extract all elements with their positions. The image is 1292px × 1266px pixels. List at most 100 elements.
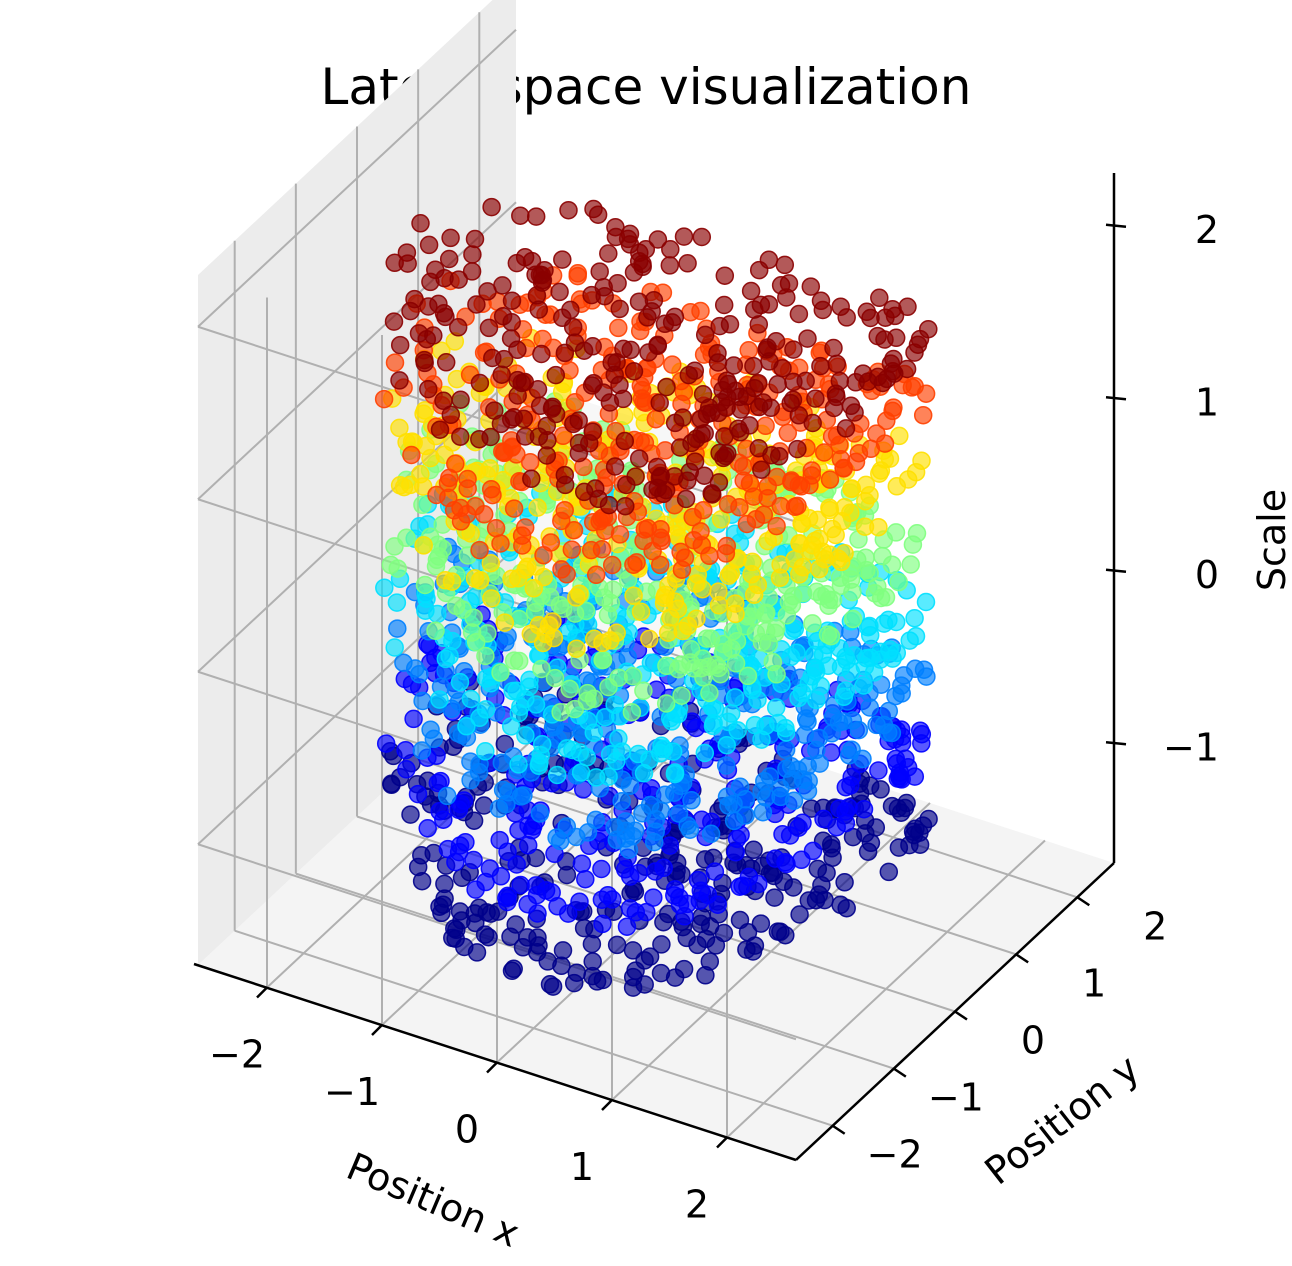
scatter-point-1712 — [792, 514, 812, 533]
z-tick-2 — [1105, 396, 1127, 401]
scatter-point-496 — [518, 836, 538, 855]
y-tick-4 — [1076, 896, 1091, 907]
scatter-point-788 — [894, 666, 914, 685]
scatter-point-839 — [655, 785, 675, 805]
scatter-point-1784 — [829, 549, 848, 569]
scatter-point-276 — [688, 935, 707, 955]
z-tick-label-0: −1 — [1163, 725, 1219, 769]
scatter-point-2358 — [605, 457, 625, 476]
scatter-point-541 — [466, 880, 485, 899]
scatter-point-2200 — [384, 312, 404, 331]
scatter-point-593 — [617, 917, 637, 936]
scatter-point-2201 — [749, 315, 769, 334]
scatter-point-2163 — [385, 253, 404, 273]
scatter-point-1489 — [726, 654, 746, 673]
scatter-point-2085 — [788, 496, 807, 516]
scatter-point-2284 — [749, 373, 768, 393]
scatter-point-227 — [774, 872, 793, 892]
scatter-point-2195 — [813, 300, 833, 320]
scatter-point-86 — [474, 796, 494, 815]
scatter-point-2069 — [534, 545, 553, 565]
scatter-point-2133 — [749, 260, 769, 280]
scatter-point-1686 — [414, 536, 433, 555]
y-tick-0 — [831, 1124, 846, 1135]
scatter-point-1162 — [577, 748, 597, 767]
scatter-point-2220 — [621, 340, 640, 360]
scatter-point-809 — [461, 770, 480, 790]
scatter-point-1740 — [567, 588, 586, 607]
scatter-point-1911 — [374, 389, 394, 409]
x-tick-1 — [371, 1024, 383, 1036]
scatter-point-2140 — [463, 245, 482, 264]
z-tick-label-2: 1 — [1195, 380, 1219, 424]
scatter-point-1103 — [470, 708, 489, 728]
scatter-point-783 — [492, 753, 512, 772]
scatter-point-2272 — [451, 390, 470, 409]
scatter-point-27 — [495, 734, 515, 754]
scatter-point-2236 — [492, 365, 511, 384]
scatter-point-998 — [375, 578, 394, 598]
scatter-point-1437 — [491, 663, 510, 682]
scatter-point-1464 — [803, 614, 822, 633]
scatter-point-1436 — [882, 555, 902, 574]
scatter-point-2270 — [508, 386, 527, 405]
scatter-point-2266 — [824, 338, 843, 358]
scatter-point-1531 — [615, 406, 634, 426]
scatter-point-1483 — [871, 588, 891, 608]
scatter-point-1497 — [738, 666, 758, 686]
z-tick-1 — [1105, 568, 1127, 573]
scatter-point-2259 — [657, 377, 676, 397]
scatter-point-711 — [410, 664, 429, 684]
scatter-point-2102 — [588, 205, 608, 224]
scatter-point-2105 — [692, 227, 712, 247]
scatter-point-2309 — [470, 429, 489, 449]
scatter-point-2141 — [439, 249, 459, 269]
scatter-point-247 — [582, 934, 602, 954]
scatter-point-2238 — [898, 297, 917, 317]
scatter-point-538 — [576, 869, 595, 889]
scatter-point-2334 — [537, 446, 557, 465]
scatter-point-2106 — [482, 197, 501, 217]
scatter-point-1660 — [711, 510, 731, 529]
scatter-point-475 — [912, 734, 931, 753]
x-tick-3 — [601, 1099, 613, 1111]
scatter-point-2075 — [820, 470, 840, 489]
scatter-point-2147 — [462, 262, 482, 281]
scatter-point-772 — [412, 741, 432, 760]
scatter-point-470 — [434, 810, 453, 829]
scatter-point-2324 — [615, 431, 635, 451]
scatter-point-880 — [616, 821, 636, 841]
scatter-point-585 — [626, 903, 646, 922]
z-axis-label: Scale — [1250, 489, 1292, 591]
scatter-point-891 — [619, 840, 639, 859]
scatter-point-242 — [765, 888, 784, 907]
scatter-point-284 — [587, 972, 607, 991]
scatter-point-558 — [620, 867, 640, 886]
scatter-point-2283 — [886, 328, 906, 348]
y-tick-2 — [954, 1010, 968, 1021]
scatter-point-1761 — [495, 613, 515, 632]
scatter-point-2353 — [522, 469, 541, 489]
scatter-point-2089 — [627, 553, 646, 572]
scatter-point-1115 — [501, 717, 521, 736]
scatter-point-2086 — [557, 565, 576, 584]
scatter-point-1064 — [450, 672, 470, 692]
scatter-point-2175 — [610, 299, 629, 319]
scatter-point-1127 — [516, 726, 535, 745]
scatter-point-2099 — [716, 544, 736, 563]
scatter-point-2339 — [806, 389, 825, 408]
scatter-point-1428 — [757, 603, 776, 623]
scatter-point-2234 — [624, 362, 644, 381]
scatter-point-255 — [538, 952, 557, 971]
scatter-point-1166 — [703, 716, 723, 736]
scatter-point-1616 — [890, 426, 909, 446]
y-tick-label-2: 0 — [1021, 1019, 1045, 1063]
scatter-point-1403 — [426, 621, 445, 640]
scatter-point-2129 — [660, 256, 680, 275]
scatter-point-2308 — [796, 371, 815, 391]
scatter-point-2274 — [600, 393, 620, 412]
scatter-point-1755 — [719, 566, 738, 585]
scatter-point-2215 — [532, 344, 551, 364]
scatter-point-2396 — [752, 460, 771, 479]
scatter-point-2361 — [555, 475, 575, 495]
